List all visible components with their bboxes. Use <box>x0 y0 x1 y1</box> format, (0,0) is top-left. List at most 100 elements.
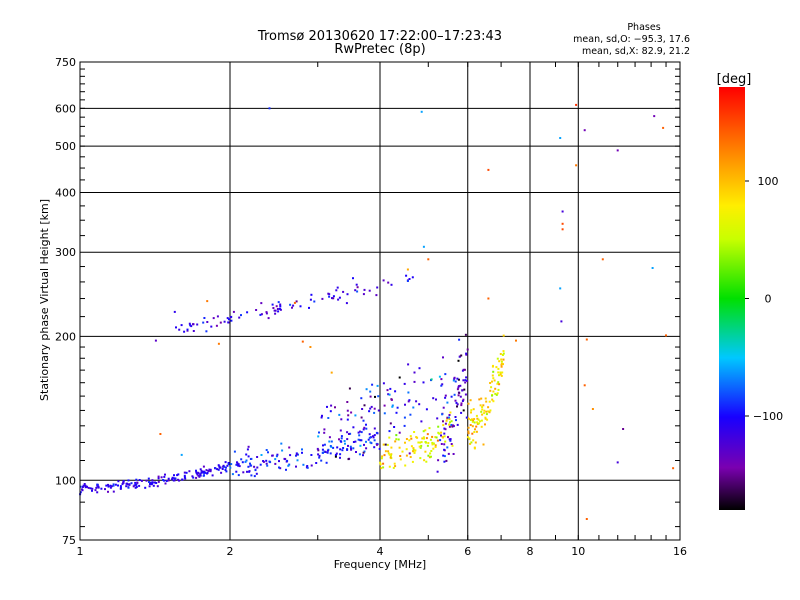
data-point <box>375 431 378 434</box>
data-point <box>336 446 339 449</box>
data-point <box>214 467 217 470</box>
data-point <box>455 419 457 422</box>
data-point <box>454 416 457 418</box>
data-point <box>332 297 335 300</box>
data-point <box>266 464 269 467</box>
data-point <box>363 404 366 407</box>
data-point <box>197 474 200 477</box>
data-point <box>498 374 500 377</box>
data-point <box>330 440 333 443</box>
data-point <box>162 479 164 481</box>
data-point <box>432 397 435 400</box>
data-point <box>210 325 213 328</box>
data-point <box>218 465 221 468</box>
data-point <box>445 419 448 422</box>
data-point <box>492 400 495 403</box>
data-point <box>79 485 82 488</box>
colorbar-tick-label: 100 <box>758 175 779 188</box>
data-point <box>107 483 109 486</box>
data-point <box>585 338 588 341</box>
data-point <box>437 431 440 434</box>
data-point <box>367 438 370 441</box>
data-point <box>494 387 497 390</box>
data-point <box>386 443 389 446</box>
data-point <box>265 462 268 465</box>
data-point <box>444 396 447 399</box>
data-point <box>150 482 153 485</box>
data-point <box>419 446 422 449</box>
data-point <box>441 383 444 386</box>
data-point <box>354 289 357 292</box>
data-point <box>374 395 376 398</box>
data-point <box>575 103 578 106</box>
data-point <box>215 324 218 327</box>
data-point <box>491 374 494 377</box>
data-point <box>423 437 425 440</box>
data-point <box>122 481 125 484</box>
data-point <box>443 448 446 451</box>
data-point <box>502 350 505 353</box>
data-point <box>585 518 588 520</box>
data-point <box>329 445 332 447</box>
data-point <box>406 280 409 282</box>
data-point <box>249 462 251 465</box>
data-point <box>450 395 453 398</box>
data-point <box>295 454 297 457</box>
data-point <box>422 381 425 384</box>
data-point <box>348 433 350 435</box>
data-point <box>459 384 462 387</box>
data-point <box>391 404 394 407</box>
data-point <box>491 365 494 368</box>
data-point <box>465 353 468 356</box>
data-point <box>421 437 424 440</box>
data-point <box>112 490 115 493</box>
data-point <box>465 376 468 379</box>
data-point <box>438 375 441 378</box>
data-point <box>152 484 155 487</box>
data-point <box>231 473 234 476</box>
data-point <box>245 459 248 462</box>
data-point <box>227 463 230 466</box>
data-point <box>382 279 385 282</box>
data-point <box>382 466 385 469</box>
data-point <box>171 478 173 481</box>
y-tick-label: 600 <box>55 102 76 115</box>
data-point <box>480 425 483 428</box>
data-point <box>100 487 103 490</box>
data-point <box>456 388 459 391</box>
data-point <box>332 446 335 449</box>
data-point <box>390 453 393 456</box>
data-point <box>183 476 186 479</box>
data-point <box>622 428 625 430</box>
data-point <box>459 395 462 398</box>
data-point <box>430 378 433 381</box>
data-point <box>183 330 186 333</box>
data-point <box>451 425 454 428</box>
data-point <box>157 475 160 478</box>
data-point <box>255 309 258 311</box>
data-point <box>453 393 456 396</box>
data-point <box>394 390 397 393</box>
data-point <box>412 406 415 409</box>
data-point <box>119 486 122 489</box>
data-point <box>338 438 340 441</box>
data-point <box>154 481 156 484</box>
data-point <box>388 453 391 456</box>
data-point <box>478 398 481 401</box>
data-point <box>469 442 472 445</box>
data-point <box>471 432 474 435</box>
data-point <box>164 473 166 476</box>
data-point <box>309 298 312 301</box>
data-point <box>277 301 280 304</box>
data-point <box>147 477 150 480</box>
data-point <box>384 443 387 446</box>
data-point <box>448 414 451 416</box>
data-point <box>346 448 349 451</box>
data-point <box>348 387 351 390</box>
data-point <box>483 409 486 412</box>
data-point <box>427 454 430 457</box>
data-point <box>452 379 455 382</box>
data-point <box>347 458 350 461</box>
data-point <box>502 363 504 366</box>
data-point <box>338 413 341 416</box>
